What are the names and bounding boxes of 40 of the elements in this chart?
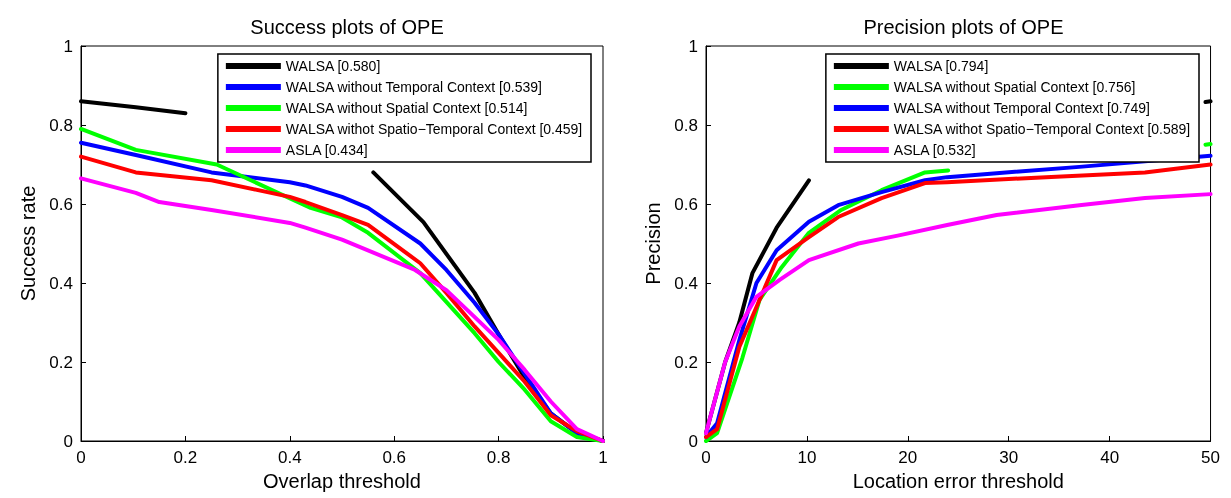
y-tick-label: 0.8 bbox=[674, 115, 698, 135]
chart-title: Success plots of OPE bbox=[250, 16, 444, 38]
x-axis-title: Location error threshold bbox=[852, 469, 1064, 492]
legend-label: WALSA [0.794] bbox=[893, 58, 989, 74]
legend-label: WALSA without Temporal Context [0.749] bbox=[893, 100, 1150, 116]
legend-label: ASLA [0.434] bbox=[285, 142, 368, 158]
x-axis-title: Overlap threshold bbox=[263, 469, 421, 492]
x-tick-label: 40 bbox=[1100, 448, 1120, 467]
y-tick-label: 1 bbox=[63, 36, 73, 56]
y-tick-label: 0.4 bbox=[674, 273, 698, 293]
x-tick-label: 20 bbox=[898, 448, 918, 467]
x-tick-label: 0.2 bbox=[173, 448, 198, 467]
legend-label: WALSA withot Spatio−Temporal Context [0.459] bbox=[285, 121, 583, 137]
y-axis-title: Success rate bbox=[17, 185, 40, 302]
y-tick-label: 0 bbox=[688, 431, 698, 451]
y-tick-label: 1 bbox=[688, 36, 698, 56]
y-tick-label: 0.6 bbox=[49, 194, 73, 214]
legend-label: WALSA [0.580] bbox=[285, 58, 381, 74]
x-tick-label: 0.8 bbox=[486, 448, 511, 467]
x-tick-label: 0 bbox=[76, 448, 86, 467]
x-tick-label: 1 bbox=[598, 448, 608, 467]
y-tick-label: 0.8 bbox=[49, 115, 73, 135]
legend-label: ASLA [0.532] bbox=[893, 142, 976, 158]
x-tick-label: 0 bbox=[701, 448, 711, 467]
x-tick-label: 0.4 bbox=[277, 448, 302, 467]
y-tick-label: 0 bbox=[63, 431, 73, 451]
x-tick-label: 30 bbox=[999, 448, 1019, 467]
legend-label: WALSA without Spatial Context [0.514] bbox=[285, 100, 528, 116]
legend-label: WALSA withot Spatio−Temporal Context [0.589] bbox=[893, 121, 1191, 137]
chart-title: Precision plots of OPE bbox=[863, 16, 1064, 38]
x-tick-label: 50 bbox=[1201, 448, 1221, 467]
y-tick-label: 0.2 bbox=[674, 352, 698, 372]
y-tick-label: 0.2 bbox=[49, 352, 73, 372]
legend-label: WALSA without Spatial Context [0.756] bbox=[893, 79, 1136, 95]
x-tick-label: 0.6 bbox=[382, 448, 407, 467]
legend-label: WALSA without Temporal Context [0.539] bbox=[285, 79, 542, 95]
y-tick-label: 0.6 bbox=[674, 194, 698, 214]
x-tick-label: 10 bbox=[797, 448, 817, 467]
y-axis-title: Precision bbox=[642, 202, 665, 285]
y-tick-label: 0.4 bbox=[49, 273, 73, 293]
